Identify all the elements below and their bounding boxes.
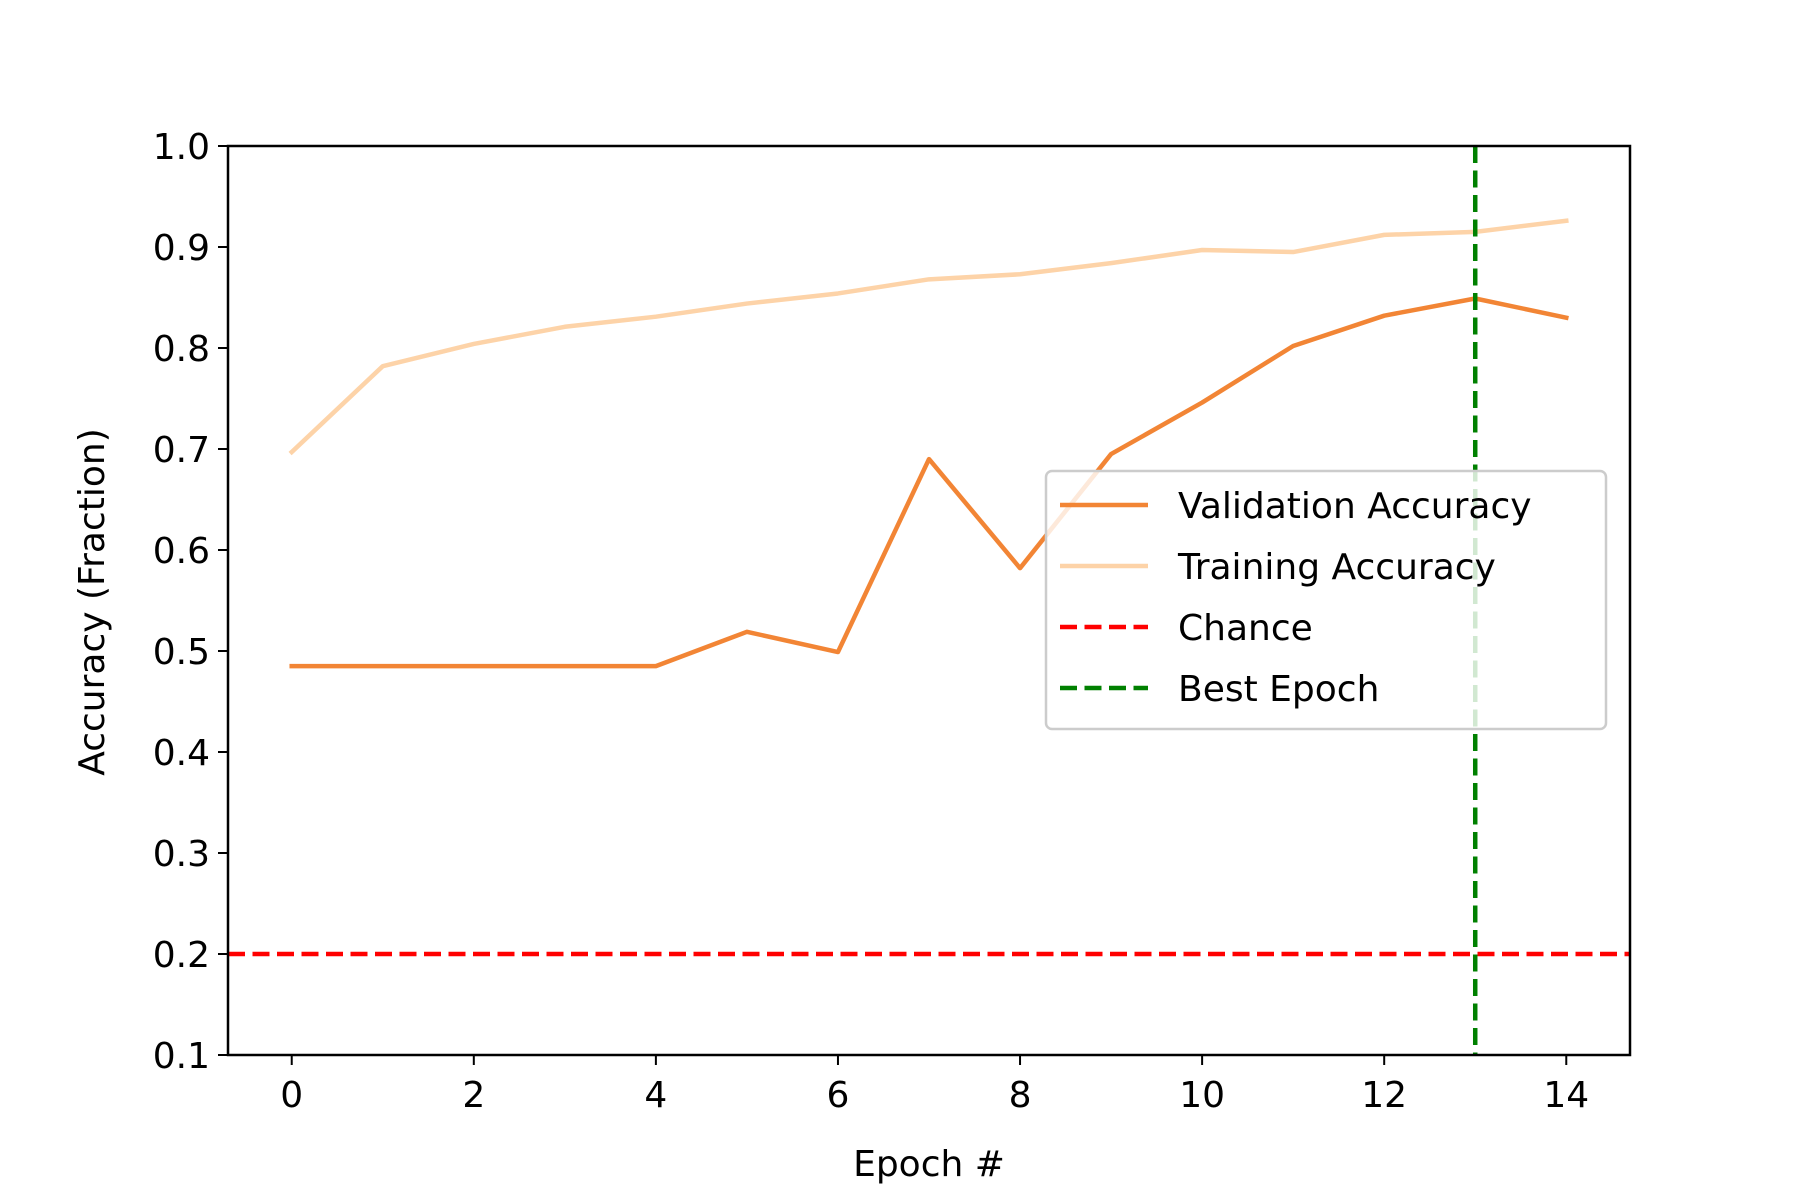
legend-box — [1044, 469, 1608, 731]
y-tick-label: 0.8 — [153, 329, 210, 370]
y-tick-label: 1.0 — [153, 127, 210, 168]
y-tick-label: 0.5 — [153, 632, 210, 673]
x-axis-title: Epoch # — [853, 1144, 1005, 1185]
legend-label-validation-accuracy: Validation Accuracy — [1178, 486, 1532, 527]
y-tick-label: 0.9 — [153, 228, 210, 269]
legend: Validation Accuracy Training Accuracy Chan… — [1044, 469, 1608, 731]
y-tick-label: 0.6 — [153, 531, 210, 572]
y-tick-label: 0.4 — [153, 733, 210, 774]
x-tick-label: 4 — [644, 1075, 667, 1116]
x-tick-label: 6 — [827, 1075, 850, 1116]
x-tick-label: 10 — [1179, 1075, 1225, 1116]
x-tick-label: 12 — [1361, 1075, 1407, 1116]
x-tick-label: 0 — [280, 1075, 303, 1116]
y-axis-title: Accuracy (Fraction) — [72, 428, 113, 776]
x-tick-label: 14 — [1543, 1075, 1589, 1116]
series-line-training-accuracy — [288, 218, 1569, 456]
y-tick-label: 0.7 — [153, 430, 210, 471]
y-tick-label: 0.2 — [153, 935, 210, 976]
legend-label-chance: Chance — [1178, 608, 1313, 649]
y-tick-label: 0.1 — [153, 1036, 210, 1077]
axes: 0 2 4 6 8 10 12 14 0.1 0.2 0.3 0.4 0.5 0.6 0.7 0.8 0.9 1.… — [153, 127, 1632, 1116]
x-tick-label: 8 — [1009, 1075, 1032, 1116]
legend-label-training-accuracy: Training Accuracy — [1177, 547, 1496, 588]
x-tick-label: 2 — [462, 1075, 485, 1116]
series-line-validation-accuracy — [289, 296, 1569, 669]
axes-frame — [226, 144, 1632, 1057]
y-tick-label: 0.3 — [153, 834, 210, 875]
legend-label-best-epoch: Best Epoch — [1178, 669, 1379, 710]
